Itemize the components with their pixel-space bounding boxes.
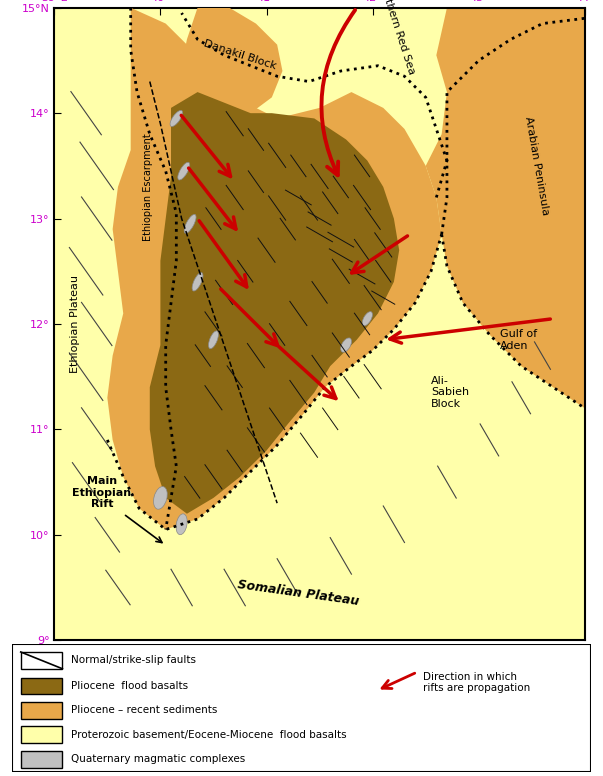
Ellipse shape (178, 162, 190, 180)
Text: Ethiopian Escarpment: Ethiopian Escarpment (143, 133, 153, 241)
Ellipse shape (362, 312, 373, 326)
Ellipse shape (184, 214, 196, 234)
Text: Quaternary magmatic complexes: Quaternary magmatic complexes (71, 754, 245, 764)
Text: Direction in which
rifts are propagation: Direction in which rifts are propagation (423, 672, 530, 693)
Polygon shape (54, 8, 585, 640)
Ellipse shape (170, 110, 183, 126)
Bar (21, 751, 63, 767)
Text: Arabian Peninsula: Arabian Peninsula (523, 116, 551, 216)
Text: Danakil Block: Danakil Block (203, 39, 277, 71)
Text: Somalian Plateau: Somalian Plateau (237, 578, 360, 608)
Ellipse shape (192, 272, 203, 291)
Bar (21, 702, 63, 719)
Polygon shape (426, 8, 585, 408)
Bar (21, 726, 63, 743)
Text: Pliocene  flood basalts: Pliocene flood basalts (71, 681, 188, 691)
Text: Ali-
Sabieh
Block: Ali- Sabieh Block (431, 376, 469, 409)
Bar (21, 677, 63, 695)
Text: Proterozoic basement/Eocene-Miocene  flood basalts: Proterozoic basement/Eocene-Miocene floo… (71, 730, 347, 740)
Text: Southern Red Sea: Southern Red Sea (376, 0, 416, 76)
Text: Normal/strike-slip faults: Normal/strike-slip faults (71, 656, 196, 665)
Text: Gulf of
Aden: Gulf of Aden (500, 329, 537, 351)
Text: Main
Ethiopian
Rift: Main Ethiopian Rift (72, 476, 131, 509)
Ellipse shape (176, 514, 187, 535)
Text: Ethiopian Plateau: Ethiopian Plateau (71, 275, 80, 373)
Text: Pliocene – recent sediments: Pliocene – recent sediments (71, 705, 218, 715)
Ellipse shape (209, 331, 218, 348)
Ellipse shape (341, 338, 352, 352)
Polygon shape (107, 8, 441, 529)
Polygon shape (182, 8, 282, 113)
Polygon shape (150, 92, 399, 514)
FancyBboxPatch shape (12, 644, 591, 772)
Ellipse shape (154, 487, 167, 509)
Bar (21, 652, 63, 669)
